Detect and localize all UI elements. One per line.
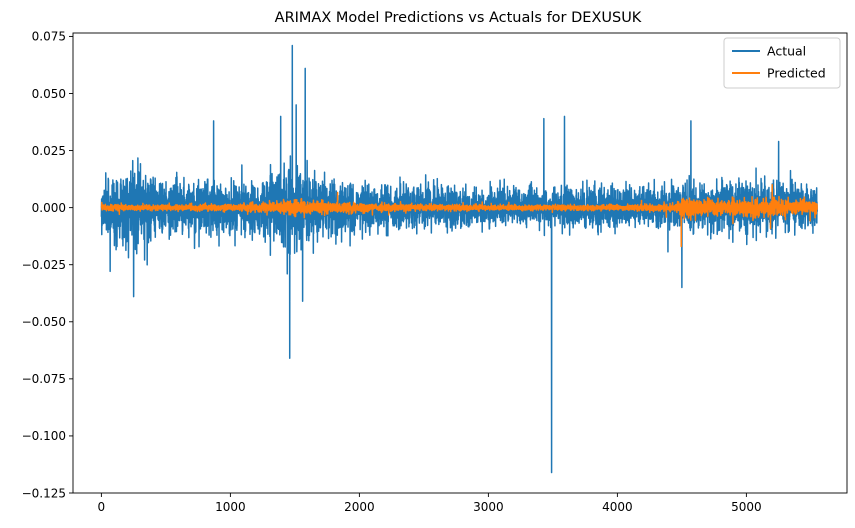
x-tick-label: 4000: [602, 500, 633, 514]
x-tick-label: 3000: [473, 500, 504, 514]
series-line-actual: [100, 44, 818, 474]
legend-label-predicted: Predicted: [767, 66, 826, 81]
legend-label-actual: Actual: [767, 44, 806, 59]
x-tick-label: 0: [98, 500, 106, 514]
y-tick-label: −0.100: [22, 429, 66, 443]
legend: Actual Predicted: [723, 37, 841, 89]
y-tick-label: −0.050: [22, 315, 66, 329]
x-tick-label: 2000: [344, 500, 375, 514]
y-tick-label: 0.075: [32, 30, 66, 44]
plot-frame: [72, 32, 848, 494]
chart-title: ARIMAX Model Predictions vs Actuals for …: [275, 10, 642, 26]
y-tick-label: 0.025: [32, 144, 66, 158]
axes-layer: 0 1000 2000 3000 4000 5000 0.075 0.050 0.025 0.00…: [22, 30, 848, 514]
x-tick-label: 5000: [731, 500, 762, 514]
series-line-predicted: [100, 184, 818, 248]
y-tick-label: 0.000: [32, 201, 66, 215]
series-layer: [100, 44, 818, 474]
x-tick-label: 1000: [215, 500, 246, 514]
y-tick-label: 0.050: [32, 87, 66, 101]
y-tick-label: −0.125: [22, 486, 66, 500]
y-tick-label: −0.025: [22, 258, 66, 272]
y-tick-label: −0.075: [22, 372, 66, 386]
